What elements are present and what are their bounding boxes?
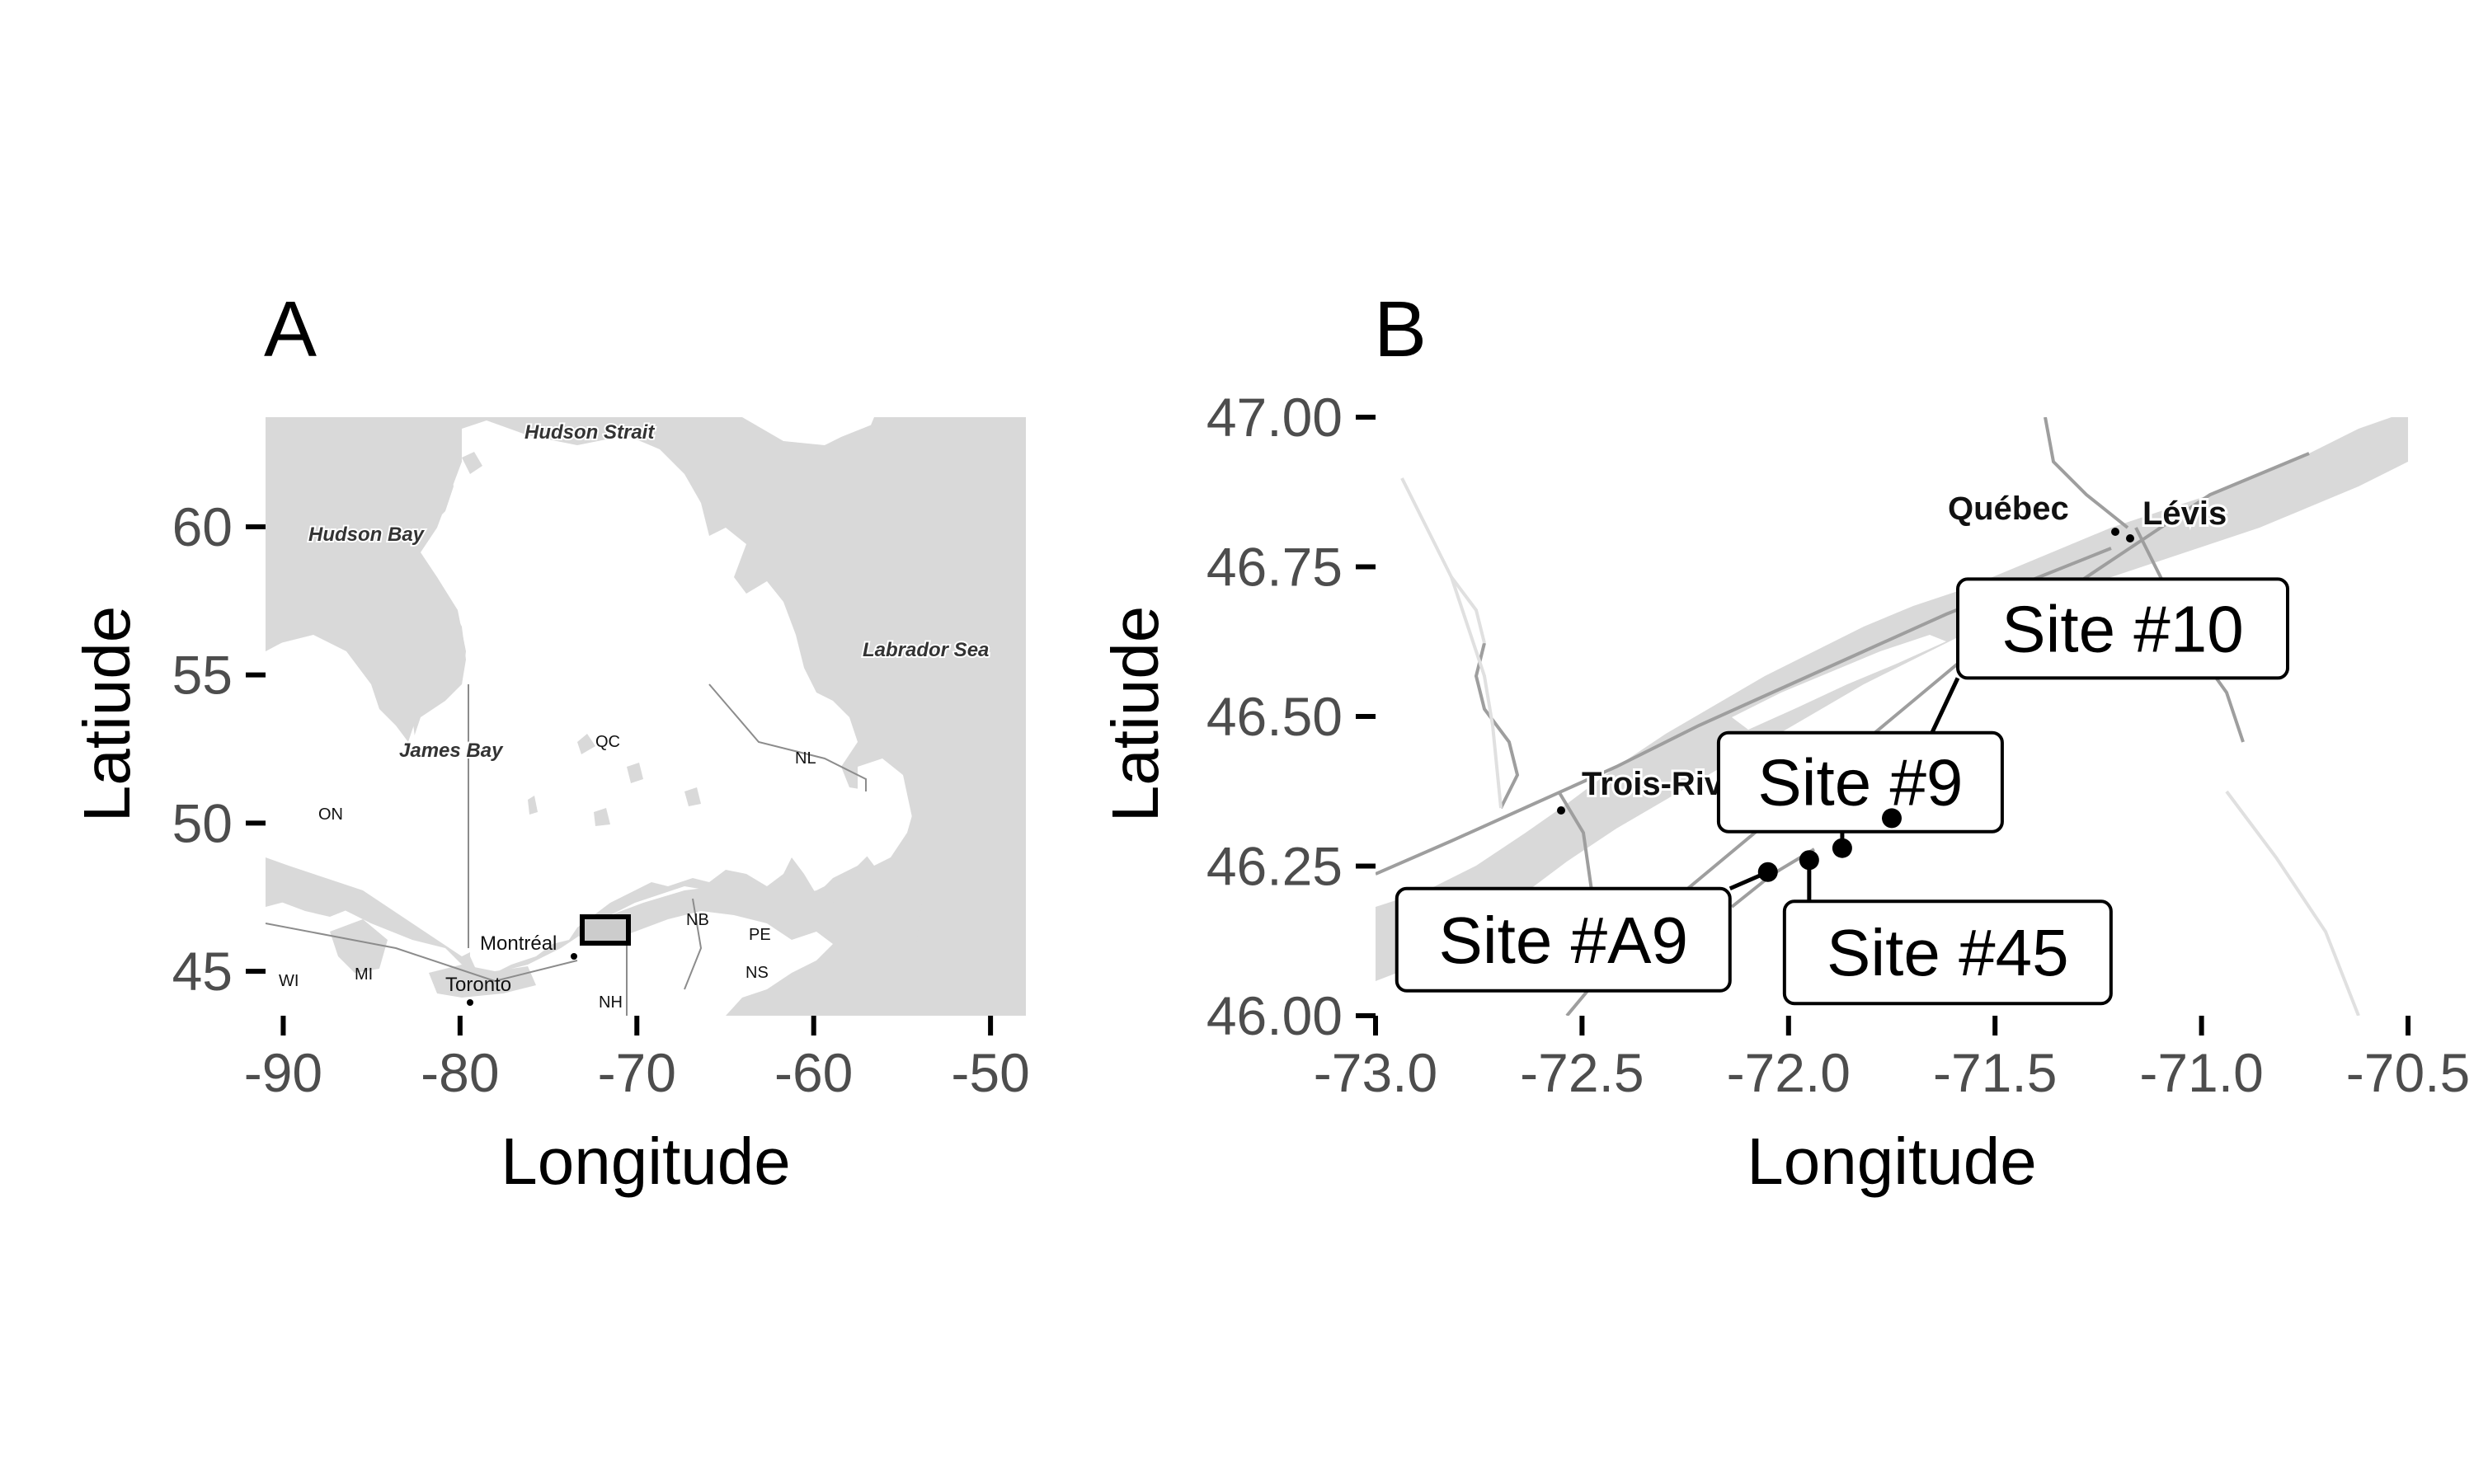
panel-b-x-tick-label: -72.0: [1727, 1042, 1851, 1103]
site-label-box: [1716, 730, 2004, 834]
site-label-box: [1395, 886, 1732, 993]
label-nl: NL: [795, 749, 816, 768]
site-point: [1832, 838, 1852, 858]
label-levis: Lévis: [2142, 495, 2227, 532]
site-label-box: [1956, 577, 2289, 680]
panel-a-y-tick-label: 55: [172, 645, 233, 706]
panel-b-y-axis: 46.00 46.25 46.50 46.75 47.00: [1206, 387, 1376, 1046]
site-point: [1757, 862, 1778, 882]
panel-a-x-tick-label: -60: [774, 1042, 853, 1103]
panel-b-x-tick-label: -71.0: [2139, 1042, 2263, 1103]
quebec-dot: [2111, 528, 2119, 536]
quebec-labrador-land: [412, 420, 891, 974]
site-label: Site #10: [2001, 592, 2244, 665]
label-nh: NH: [599, 993, 623, 1012]
panel-a-x-tick-label: -80: [421, 1042, 499, 1103]
study-area-box: [580, 914, 631, 946]
provincial-borders: [266, 683, 867, 1016]
label-qc: QC: [595, 733, 620, 751]
site-markers: Site #10 Site #9 Site #A9 Site #45: [1395, 577, 2289, 1006]
lakes-interior: [462, 452, 701, 826]
panel-a-x-tick-label: -90: [244, 1042, 322, 1103]
label-wi: WI: [279, 972, 299, 990]
panel-b-letter: B: [1374, 285, 1427, 373]
minor-roads: [1400, 477, 2360, 1016]
hudson-bay: [266, 417, 466, 742]
label-ns: NS: [745, 964, 769, 982]
label-pe: PE: [749, 926, 771, 944]
panel-a-y-tick-label: 50: [172, 792, 233, 853]
panel-b-x-tick-label: -70.5: [2346, 1042, 2470, 1103]
label-mi: MI: [355, 965, 373, 984]
trois-rivieres-dot: [1557, 806, 1565, 815]
panel-a-x-title: Longitude: [501, 1125, 790, 1198]
panel-a-x-tick-label: -50: [951, 1042, 1029, 1103]
site-label: Site #45: [1827, 916, 2069, 989]
label-hudson-strait: Hudson Strait: [524, 421, 655, 444]
panel-a-map: Hudson Strait Hudson Bay Labrador Sea Ja…: [266, 417, 1026, 1016]
great-lakes: [272, 886, 536, 998]
panel-a-y-tick-label: 60: [172, 496, 233, 557]
panel-a-y-axis: 45 50 55 60: [172, 496, 266, 1002]
st-lawrence-gulf: [577, 862, 866, 944]
panel-a-letter: A: [264, 285, 317, 373]
panel-b-x-tick-label: -71.5: [1933, 1042, 2057, 1103]
label-on: ON: [318, 805, 343, 824]
site-point: [1882, 808, 1902, 829]
panel-a: A: [70, 285, 1030, 1198]
label-toronto: Toronto: [445, 974, 511, 996]
panel-b-x-axis: -73.0 -72.5 -72.0 -71.5 -71.0 -70.5: [1314, 1016, 2470, 1103]
label-james-bay: James Bay: [399, 740, 504, 762]
panel-b-y-tick-label: 46.50: [1206, 686, 1343, 747]
panel-a-y-tick-label: 45: [172, 941, 233, 1002]
panel-b-map: Québec Lévis Trois-Rivières Site #10Site…: [1376, 417, 2408, 1016]
panel-b-y-tick-label: 46.25: [1206, 836, 1343, 897]
site-point: [1799, 850, 1819, 871]
panel-b-x-tick-label: -73.0: [1314, 1042, 1437, 1103]
panel-b-x-tick-label: -72.5: [1520, 1042, 1644, 1103]
panel-b-y-tick-label: 46.00: [1206, 985, 1343, 1046]
panel-a-x-axis: -90 -80 -70 -60 -50: [244, 1016, 1030, 1103]
ontario-land: [266, 627, 478, 956]
label-labrador-sea: Labrador Sea: [863, 639, 989, 661]
panel-b: B Québec: [1098, 285, 2470, 1198]
panel-a-y-title: Latiude: [70, 606, 143, 822]
panel-b-y-tick-label: 47.00: [1206, 387, 1343, 448]
panel-b-y-title: Latiude: [1098, 606, 1172, 822]
levis-dot: [2126, 534, 2134, 542]
river-islands: [1732, 635, 1946, 730]
panel-a-x-tick-label: -70: [598, 1042, 676, 1103]
site-label: Site #9: [1757, 746, 1963, 819]
site-label: Site #A9: [1439, 904, 1688, 977]
site-label-box: [1782, 899, 2113, 1006]
panel-b-x-title: Longitude: [1747, 1125, 2036, 1198]
label-hudson-bay: Hudson Bay: [308, 524, 426, 546]
label-quebec: Québec: [1948, 491, 2069, 527]
panel-b-y-tick-label: 46.75: [1206, 537, 1343, 598]
maritimes-land: [676, 903, 833, 1016]
toronto-dot: [467, 999, 473, 1006]
label-montreal: Montréal: [480, 932, 557, 955]
newfoundland-land: [858, 758, 915, 866]
label-nb: NB: [686, 911, 709, 929]
labrador-sea: [771, 417, 1026, 1016]
montreal-dot: [571, 953, 577, 960]
